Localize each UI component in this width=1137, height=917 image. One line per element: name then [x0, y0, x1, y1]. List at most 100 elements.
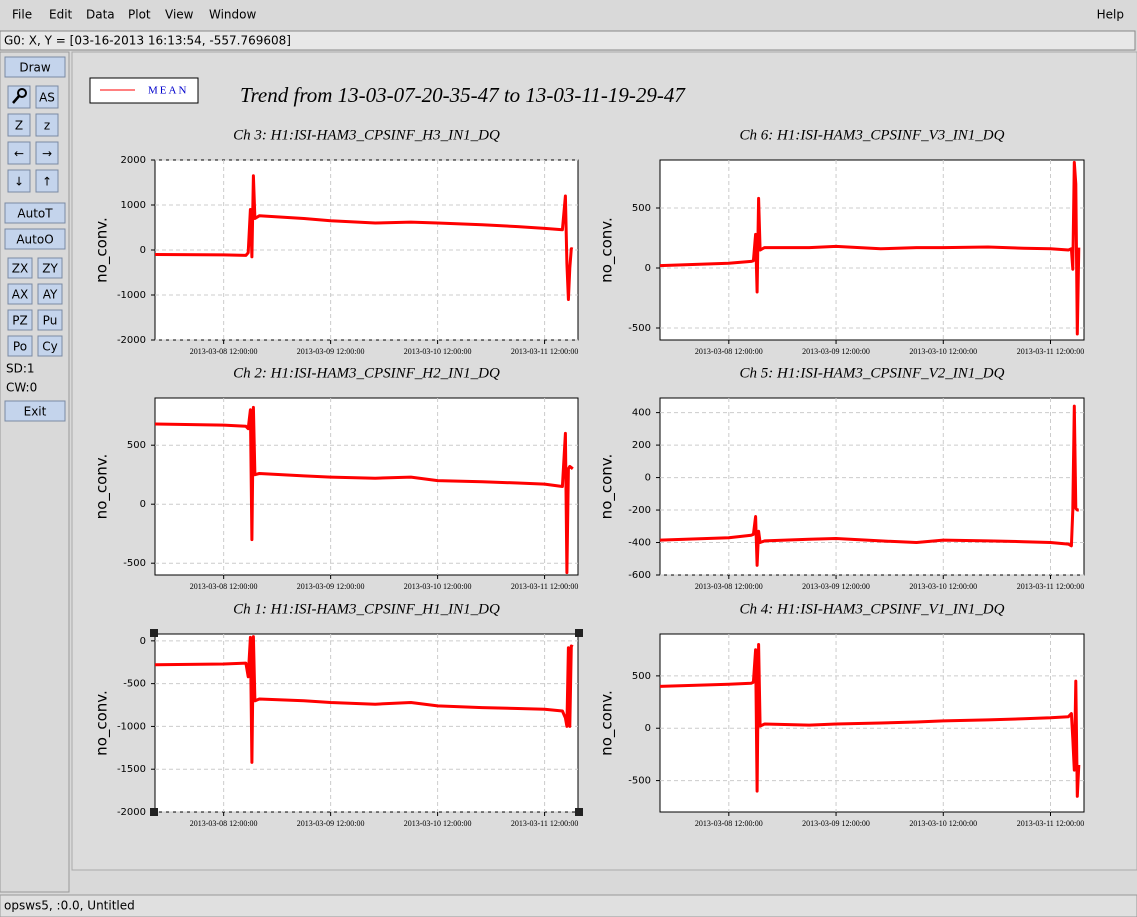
tool-button-label: AX [12, 288, 28, 302]
tool-button[interactable] [35, 85, 59, 109]
x-tick-label: 2013-03-10 12:00:00 [909, 347, 977, 356]
tool-button[interactable] [7, 257, 33, 279]
tool-button-label: ↑ [42, 175, 52, 189]
tool-button[interactable] [4, 56, 66, 78]
trend-line [154, 635, 574, 764]
tool-button[interactable] [4, 228, 66, 250]
x-tick-label: 2013-03-09 12:00:00 [802, 347, 870, 356]
menu-item[interactable]: Help [1097, 8, 1124, 22]
tool-button[interactable] [37, 309, 63, 331]
tool-button-label: Cy [42, 340, 57, 354]
tool-button-label: AY [43, 288, 58, 302]
tool-button-label: Exit [24, 405, 47, 419]
tool-button[interactable] [7, 113, 31, 137]
x-tick-label: 2013-03-11 12:00:00 [511, 347, 578, 356]
x-tick-label: 2013-03-08 12:00:00 [695, 582, 763, 591]
y-tick-label: 0 [645, 263, 651, 274]
tool-button-label: AutoO [16, 233, 53, 247]
x-tick-label: 2013-03-08 12:00:00 [190, 347, 258, 356]
y-axis-label: no_conv. [93, 217, 112, 283]
menu-item[interactable]: View [165, 8, 194, 22]
tool-button-label: ← [14, 147, 24, 161]
footer-text: opsws5, :0.0, Untitled [4, 899, 135, 913]
y-tick-label: 2000 [121, 155, 146, 166]
panel-title: Ch 5: H1:ISI-HAM3_CPSINF_V2_IN1_DQ [740, 365, 1005, 381]
y-tick-label: 200 [632, 440, 651, 451]
tool-button-label: ZY [42, 262, 58, 276]
y-tick-label: 0 [140, 245, 146, 256]
y-tick-label: -200 [628, 505, 651, 516]
y-axis-label: no_conv. [598, 454, 617, 520]
panel-title: Ch 6: H1:ISI-HAM3_CPSINF_V3_IN1_DQ [740, 127, 1005, 143]
panel-title: Ch 3: H1:ISI-HAM3_CPSINF_H3_IN1_DQ [233, 127, 500, 143]
x-tick-label: 2013-03-08 12:00:00 [695, 347, 763, 356]
handle [575, 808, 583, 816]
handle [150, 808, 158, 816]
x-tick-label: 2013-03-09 12:00:00 [297, 347, 365, 356]
tool-button-label: Draw [19, 61, 51, 75]
y-axis-label: no_conv. [598, 217, 617, 283]
y-tick-label: -600 [628, 570, 651, 581]
status-box [0, 30, 1136, 51]
y-tick-label: 500 [127, 440, 146, 451]
tool-button-label: z [44, 119, 50, 133]
x-tick-label: 2013-03-11 12:00:00 [511, 819, 578, 828]
y-tick-label: -2000 [117, 335, 146, 346]
y-tick-label: 400 [632, 408, 651, 419]
tool-button-label: PZ [12, 314, 27, 328]
tool-button[interactable] [7, 335, 33, 357]
tool-button[interactable] [37, 257, 63, 279]
x-tick-label: 2013-03-08 12:00:00 [695, 819, 763, 828]
menu-item[interactable]: Plot [128, 8, 151, 22]
y-tick-label: -1500 [117, 764, 146, 775]
x-tick-label: 2013-03-10 12:00:00 [404, 347, 472, 356]
menu-item[interactable]: Edit [49, 8, 73, 22]
tool-button-label: ↓ [14, 175, 24, 189]
tool-button[interactable] [7, 141, 31, 165]
tool-button[interactable] [37, 283, 63, 305]
x-tick-label: 2013-03-11 12:00:00 [1017, 347, 1084, 356]
tool-button[interactable] [7, 169, 31, 193]
menu-item[interactable]: Data [86, 8, 115, 22]
legend-box [89, 77, 199, 104]
x-tick-label: 2013-03-09 12:00:00 [802, 582, 870, 591]
tool-button[interactable] [35, 141, 59, 165]
tool-info: CW:0 [6, 381, 37, 395]
tool-button-label: Z [15, 119, 23, 133]
x-tick-label: 2013-03-11 12:00:00 [1017, 582, 1084, 591]
tool-button[interactable] [35, 169, 59, 193]
zoom-icon [17, 88, 27, 98]
tool-button[interactable] [7, 309, 33, 331]
menu-item[interactable]: Window [209, 8, 257, 22]
tool-button[interactable] [7, 283, 33, 305]
tool-button-label: ZX [12, 262, 28, 276]
tool-button-label: Po [13, 340, 27, 354]
x-tick-label: 2013-03-09 12:00:00 [297, 819, 365, 828]
zoom-icon [12, 95, 20, 104]
x-tick-label: 2013-03-11 12:00:00 [511, 582, 578, 591]
y-tick-label: -1000 [117, 290, 146, 301]
plot-frame [154, 633, 579, 813]
tool-button[interactable] [35, 113, 59, 137]
y-axis-label: no_conv. [93, 454, 112, 520]
x-tick-label: 2013-03-08 12:00:00 [190, 819, 258, 828]
footer-bar [0, 894, 1137, 917]
y-tick-label: 0 [140, 499, 146, 510]
y-tick-label: 0 [645, 473, 651, 484]
x-tick-label: 2013-03-09 12:00:00 [802, 819, 870, 828]
plot-frame [154, 397, 579, 576]
trend-line [659, 643, 1081, 798]
main-title: Trend from 13-03-07-20-35-47 to 13-03-11… [240, 83, 686, 107]
y-axis-label: no_conv. [598, 690, 617, 756]
menu-item[interactable]: File [12, 8, 32, 22]
tool-info: SD:1 [6, 362, 35, 376]
tool-button-label: AS [39, 91, 55, 105]
y-tick-label: 0 [140, 636, 146, 647]
tool-button[interactable] [4, 202, 66, 224]
tool-button[interactable] [4, 400, 66, 422]
y-tick-label: -500 [123, 558, 146, 569]
selection-handles [150, 629, 583, 816]
trend-line [154, 405, 574, 575]
tool-button[interactable] [37, 335, 63, 357]
